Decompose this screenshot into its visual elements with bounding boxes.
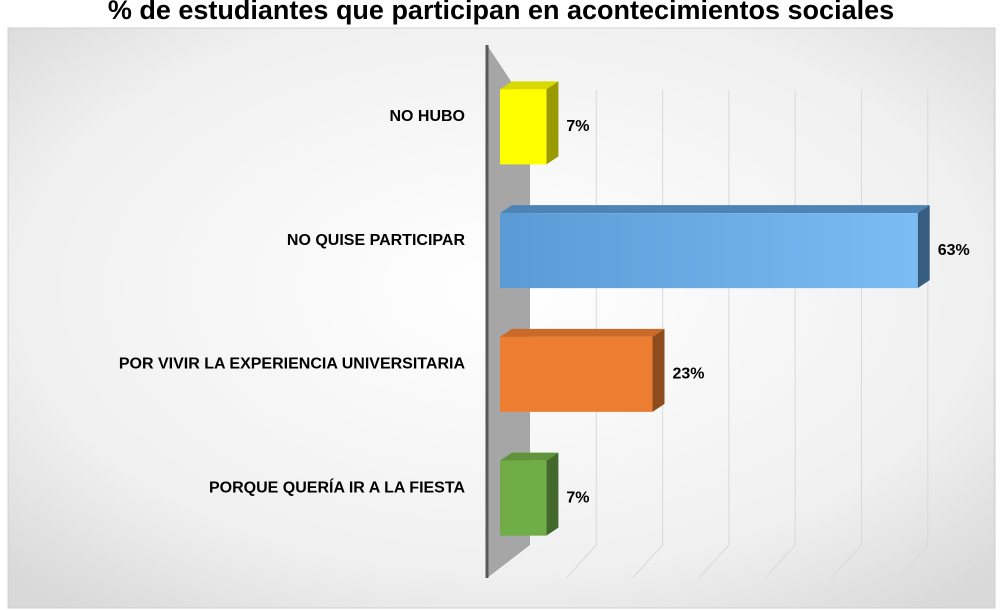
bar-side <box>652 328 665 412</box>
data-label: 23% <box>672 366 704 383</box>
category-label: NO QUISE PARTICIPAR <box>287 232 466 249</box>
data-label: 7% <box>566 118 589 135</box>
bar-top <box>500 81 559 90</box>
bar <box>500 460 547 536</box>
bar-side <box>546 452 559 536</box>
category-label: POR VIVIR LA EXPERIENCIA UNIVERSITARIA <box>119 356 466 373</box>
category-label: NO HUBO <box>389 108 465 125</box>
bar-side <box>917 205 930 289</box>
bar <box>500 89 547 165</box>
bar <box>500 336 653 412</box>
data-label: 7% <box>566 489 589 506</box>
bar <box>500 213 918 289</box>
axis-wall <box>487 45 530 578</box>
bar-top <box>500 452 559 461</box>
bar-top <box>500 205 930 214</box>
chart-title: % de estudiantes que participan en acont… <box>108 0 894 25</box>
bar-top <box>500 328 665 337</box>
category-label: PORQUE QUERÍA IR A LA FIESTA <box>209 477 465 496</box>
grid-line <box>963 90 995 579</box>
bar-side <box>546 81 559 165</box>
data-label: 63% <box>938 242 970 259</box>
